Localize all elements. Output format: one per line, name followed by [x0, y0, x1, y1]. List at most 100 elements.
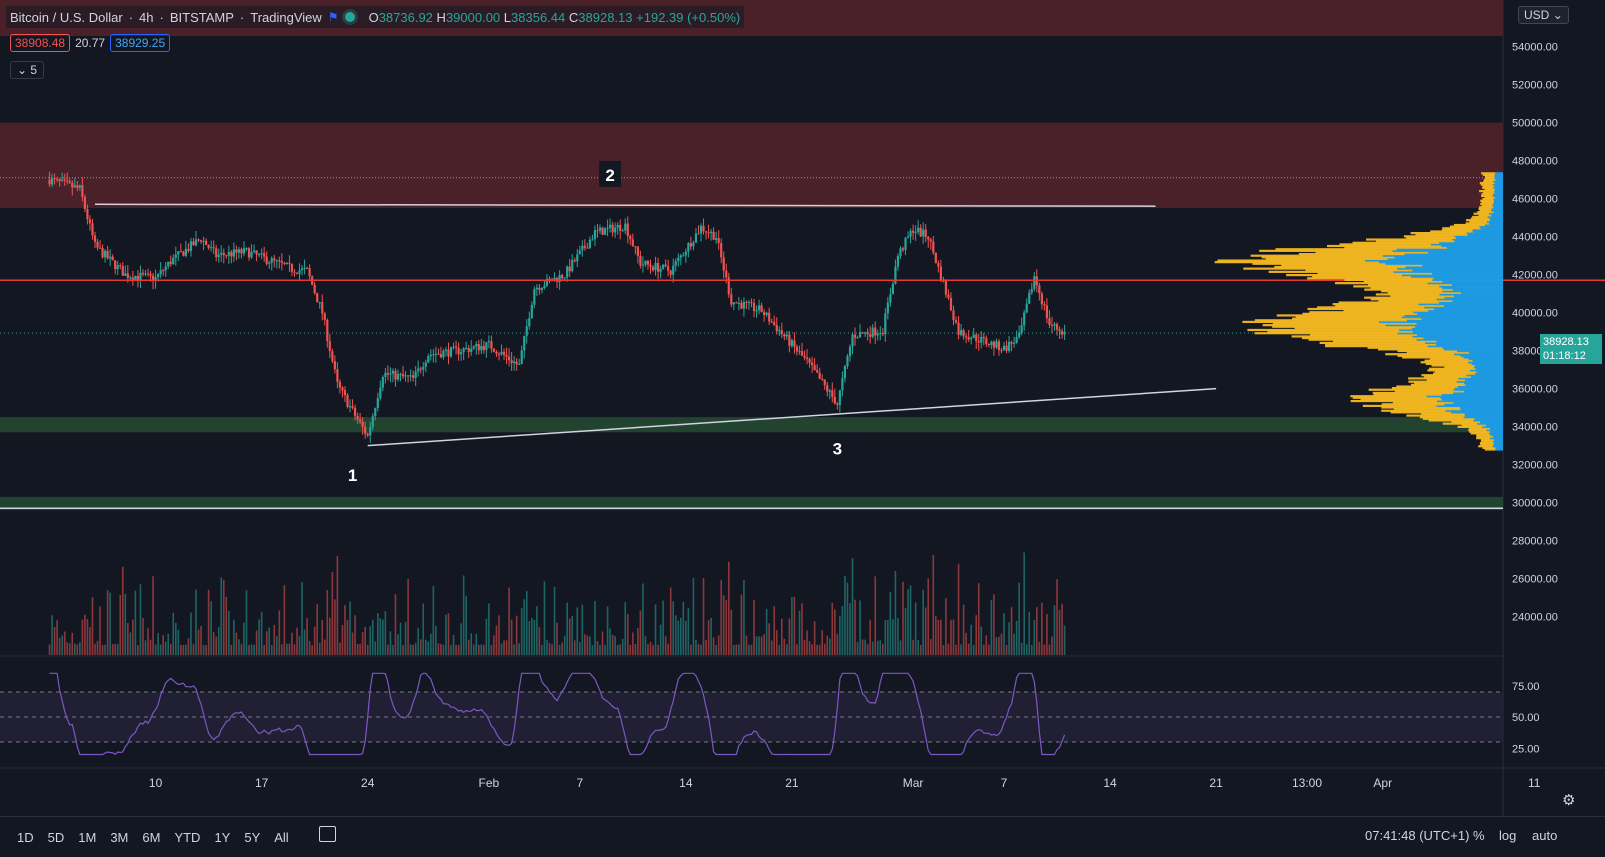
- volume-bar: [260, 612, 263, 655]
- candle-body: [250, 251, 253, 258]
- spread-value: 20.77: [75, 36, 106, 50]
- volume-bar: [657, 644, 659, 655]
- auto-toggle[interactable]: auto: [1532, 828, 1558, 843]
- candle-body: [747, 302, 751, 304]
- volume-bar: [217, 627, 220, 655]
- vp-bar-up: [1381, 409, 1446, 412]
- candle-body: [157, 274, 160, 278]
- volume-bar: [536, 606, 538, 655]
- candle-body: [369, 427, 372, 436]
- vp-bar-up: [1307, 277, 1434, 280]
- vp-bar-up: [1302, 312, 1418, 315]
- vp-bar-down: [1493, 186, 1503, 189]
- volume-bar: [990, 599, 993, 655]
- volume-bar: [447, 613, 450, 655]
- volume-bar: [190, 612, 192, 655]
- sell-button[interactable]: 38908.48: [10, 34, 71, 52]
- vp-bar-down: [1466, 231, 1503, 235]
- interval-label[interactable]: 4h: [139, 9, 154, 25]
- gear-icon[interactable]: ⚙: [1562, 792, 1576, 809]
- candle-body: [715, 237, 718, 240]
- volume-bar: [823, 643, 826, 655]
- volume-bar: [763, 634, 765, 655]
- volume-bar: [1015, 620, 1018, 655]
- vp-bar-up: [1434, 370, 1477, 374]
- last-price-value: 38928.13: [1543, 336, 1589, 348]
- vp-bar-up: [1473, 212, 1490, 215]
- buy-button[interactable]: 38929.25: [110, 34, 171, 52]
- volume-bar: [917, 639, 919, 655]
- candle-body: [116, 265, 119, 270]
- flag-icon[interactable]: ⚑: [327, 10, 339, 24]
- exchange-label: BITSTAMP: [169, 9, 234, 25]
- range-1d[interactable]: 1D: [17, 829, 34, 845]
- volume-bar: [51, 615, 53, 655]
- candle-body: [621, 230, 624, 232]
- vp-bar-down: [1417, 333, 1503, 336]
- range-ytd[interactable]: YTD: [174, 829, 201, 845]
- candle-body: [131, 277, 134, 280]
- vp-bar-up: [1353, 285, 1440, 288]
- volume-bar: [899, 640, 902, 655]
- vp-bar-down: [1432, 278, 1503, 282]
- range-5y[interactable]: 5Y: [244, 829, 261, 845]
- vp-bar-down: [1428, 309, 1503, 312]
- volume-bar: [755, 636, 758, 655]
- clock[interactable]: 07:41:48 (UTC+1): [1365, 828, 1470, 843]
- volume-bar: [483, 644, 485, 655]
- vp-bar-down: [1399, 328, 1503, 332]
- candle-body: [146, 273, 150, 275]
- volume-bar: [56, 620, 58, 655]
- volume-bar: [228, 610, 230, 655]
- volume-bar: [313, 626, 316, 655]
- volume-bar: [377, 613, 379, 655]
- vp-bar-up: [1468, 427, 1491, 430]
- volume-bar: [493, 635, 495, 655]
- volume-bar: [94, 643, 96, 655]
- range-1m[interactable]: 1M: [78, 829, 97, 845]
- candle-body: [540, 288, 544, 290]
- vp-bar-up: [1453, 223, 1486, 227]
- candle-body: [404, 375, 407, 377]
- candle-body: [947, 294, 950, 298]
- candle-body: [91, 223, 94, 236]
- time-axis-label: 14: [679, 776, 693, 790]
- time-axis-label: 11: [1528, 776, 1541, 790]
- volume-bar: [864, 639, 866, 655]
- range-1y[interactable]: 1Y: [214, 829, 231, 845]
- candle-body: [222, 252, 225, 256]
- vp-bar-down: [1486, 424, 1503, 427]
- volume-bar: [803, 639, 806, 655]
- volume-bar: [508, 587, 510, 655]
- range-3m[interactable]: 3M: [110, 829, 129, 845]
- range-6m[interactable]: 6M: [142, 829, 161, 845]
- vp-bar-down: [1383, 254, 1503, 257]
- indicators-toggle[interactable]: ⌄ 5: [10, 61, 45, 79]
- candle-body: [909, 230, 912, 237]
- candle-body: [712, 231, 715, 240]
- volume-bar: [478, 644, 480, 655]
- volume-bar: [957, 564, 960, 655]
- candle-body: [508, 356, 511, 361]
- volume-bar: [705, 639, 707, 655]
- range-all[interactable]: All: [274, 829, 289, 845]
- candle-body: [356, 415, 359, 420]
- percent-toggle[interactable]: %: [1473, 828, 1485, 843]
- price-axis-label: 28000.00: [1512, 536, 1558, 548]
- vp-bar-down: [1444, 296, 1503, 299]
- calendar-icon[interactable]: [319, 826, 336, 842]
- volume-bar: [672, 601, 675, 655]
- volume-bar: [533, 619, 536, 655]
- candle-body: [510, 360, 513, 364]
- currency-select[interactable]: USD ⌄: [1518, 6, 1569, 24]
- vp-bar-up: [1411, 383, 1466, 386]
- log-toggle[interactable]: log: [1499, 828, 1517, 843]
- candle-body: [1013, 343, 1016, 345]
- vp-bar-up: [1461, 424, 1487, 427]
- range-5d[interactable]: 5D: [47, 829, 65, 845]
- symbol-name[interactable]: Bitcoin / U.S. Dollar: [10, 9, 123, 25]
- vp-bar-up: [1343, 309, 1429, 312]
- vp-bar-up: [1317, 272, 1433, 275]
- volume-bar: [1025, 644, 1028, 655]
